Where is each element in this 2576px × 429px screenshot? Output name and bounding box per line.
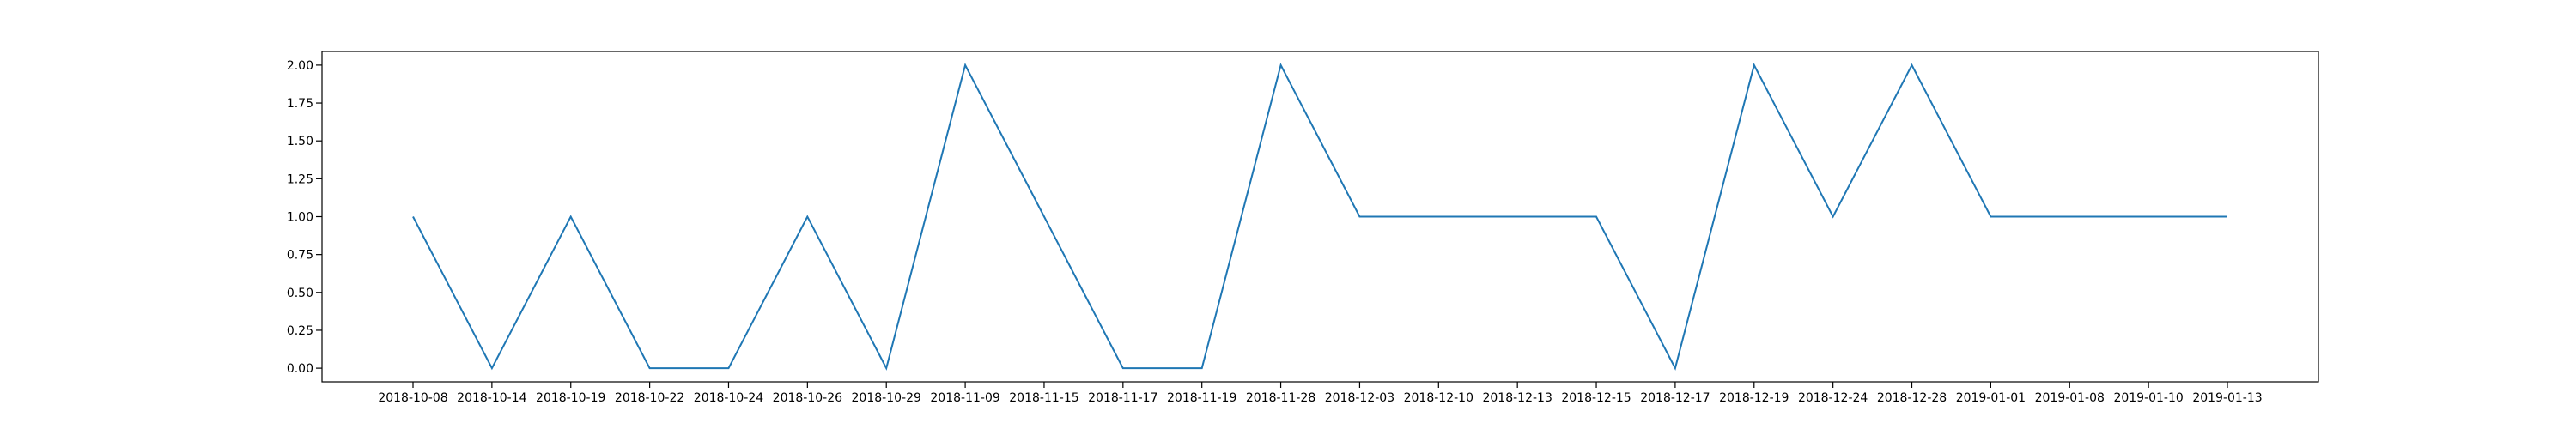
y-tick-label: 1.50 (287, 135, 313, 148)
x-tick-label: 2018-12-03 (1325, 391, 1394, 405)
x-tick-label: 2019-01-08 (2035, 391, 2105, 405)
x-tick-label: 2018-10-22 (615, 391, 684, 405)
x-tick-label: 2018-12-19 (1719, 391, 1789, 405)
x-axis: 2018-10-08 2018-10-14 2018-10-19 2018-10-22… (378, 382, 2263, 405)
plot-frame (321, 51, 2319, 383)
x-tick-label: 2018-10-26 (773, 391, 842, 405)
x-tick-label: 2018-10-29 (852, 391, 921, 405)
x-tick-label: 2018-10-08 (378, 391, 447, 405)
y-tick-label: 0.00 (287, 362, 313, 376)
x-tick-label: 2018-12-28 (1877, 391, 1947, 405)
y-tick-label: 2.00 (287, 59, 313, 73)
y-tick-label: 0.25 (287, 324, 313, 338)
x-tick-label: 2018-12-10 (1404, 391, 1473, 405)
x-tick-label: 2019-01-13 (2192, 391, 2262, 405)
x-tick-label: 2018-11-17 (1088, 391, 1157, 405)
x-tick-label: 2018-11-09 (930, 391, 999, 405)
y-tick-label: 0.75 (287, 249, 313, 263)
y-tick-label: 0.50 (287, 287, 313, 300)
x-tick-label: 2018-11-15 (1009, 391, 1078, 405)
x-tick-label: 2018-11-19 (1167, 391, 1236, 405)
plot-area (412, 63, 2227, 371)
x-tick-label: 2018-10-24 (694, 391, 763, 405)
x-tick-label: 2019-01-10 (2113, 391, 2183, 405)
series-line (412, 63, 2227, 371)
y-tick-label: 1.25 (287, 172, 313, 186)
x-tick-label: 2018-11-28 (1246, 391, 1315, 405)
x-tick-label: 2018-12-17 (1640, 391, 1710, 405)
x-tick-label: 2018-10-19 (536, 391, 605, 405)
x-tick-label: 2018-10-14 (457, 391, 526, 405)
y-tick-label: 1.75 (287, 97, 313, 111)
x-tick-label: 2018-12-24 (1798, 391, 1868, 405)
x-tick-label: 2018-12-13 (1482, 391, 1552, 405)
y-axis: 0.00 0.25 0.50 0.75 1.00 1.25 1.50 1.75 2.00 (287, 59, 322, 376)
y-tick-label: 1.00 (287, 211, 313, 225)
x-tick-label: 2018-12-15 (1561, 391, 1631, 405)
x-tick-label: 2019-01-01 (1956, 391, 2026, 405)
